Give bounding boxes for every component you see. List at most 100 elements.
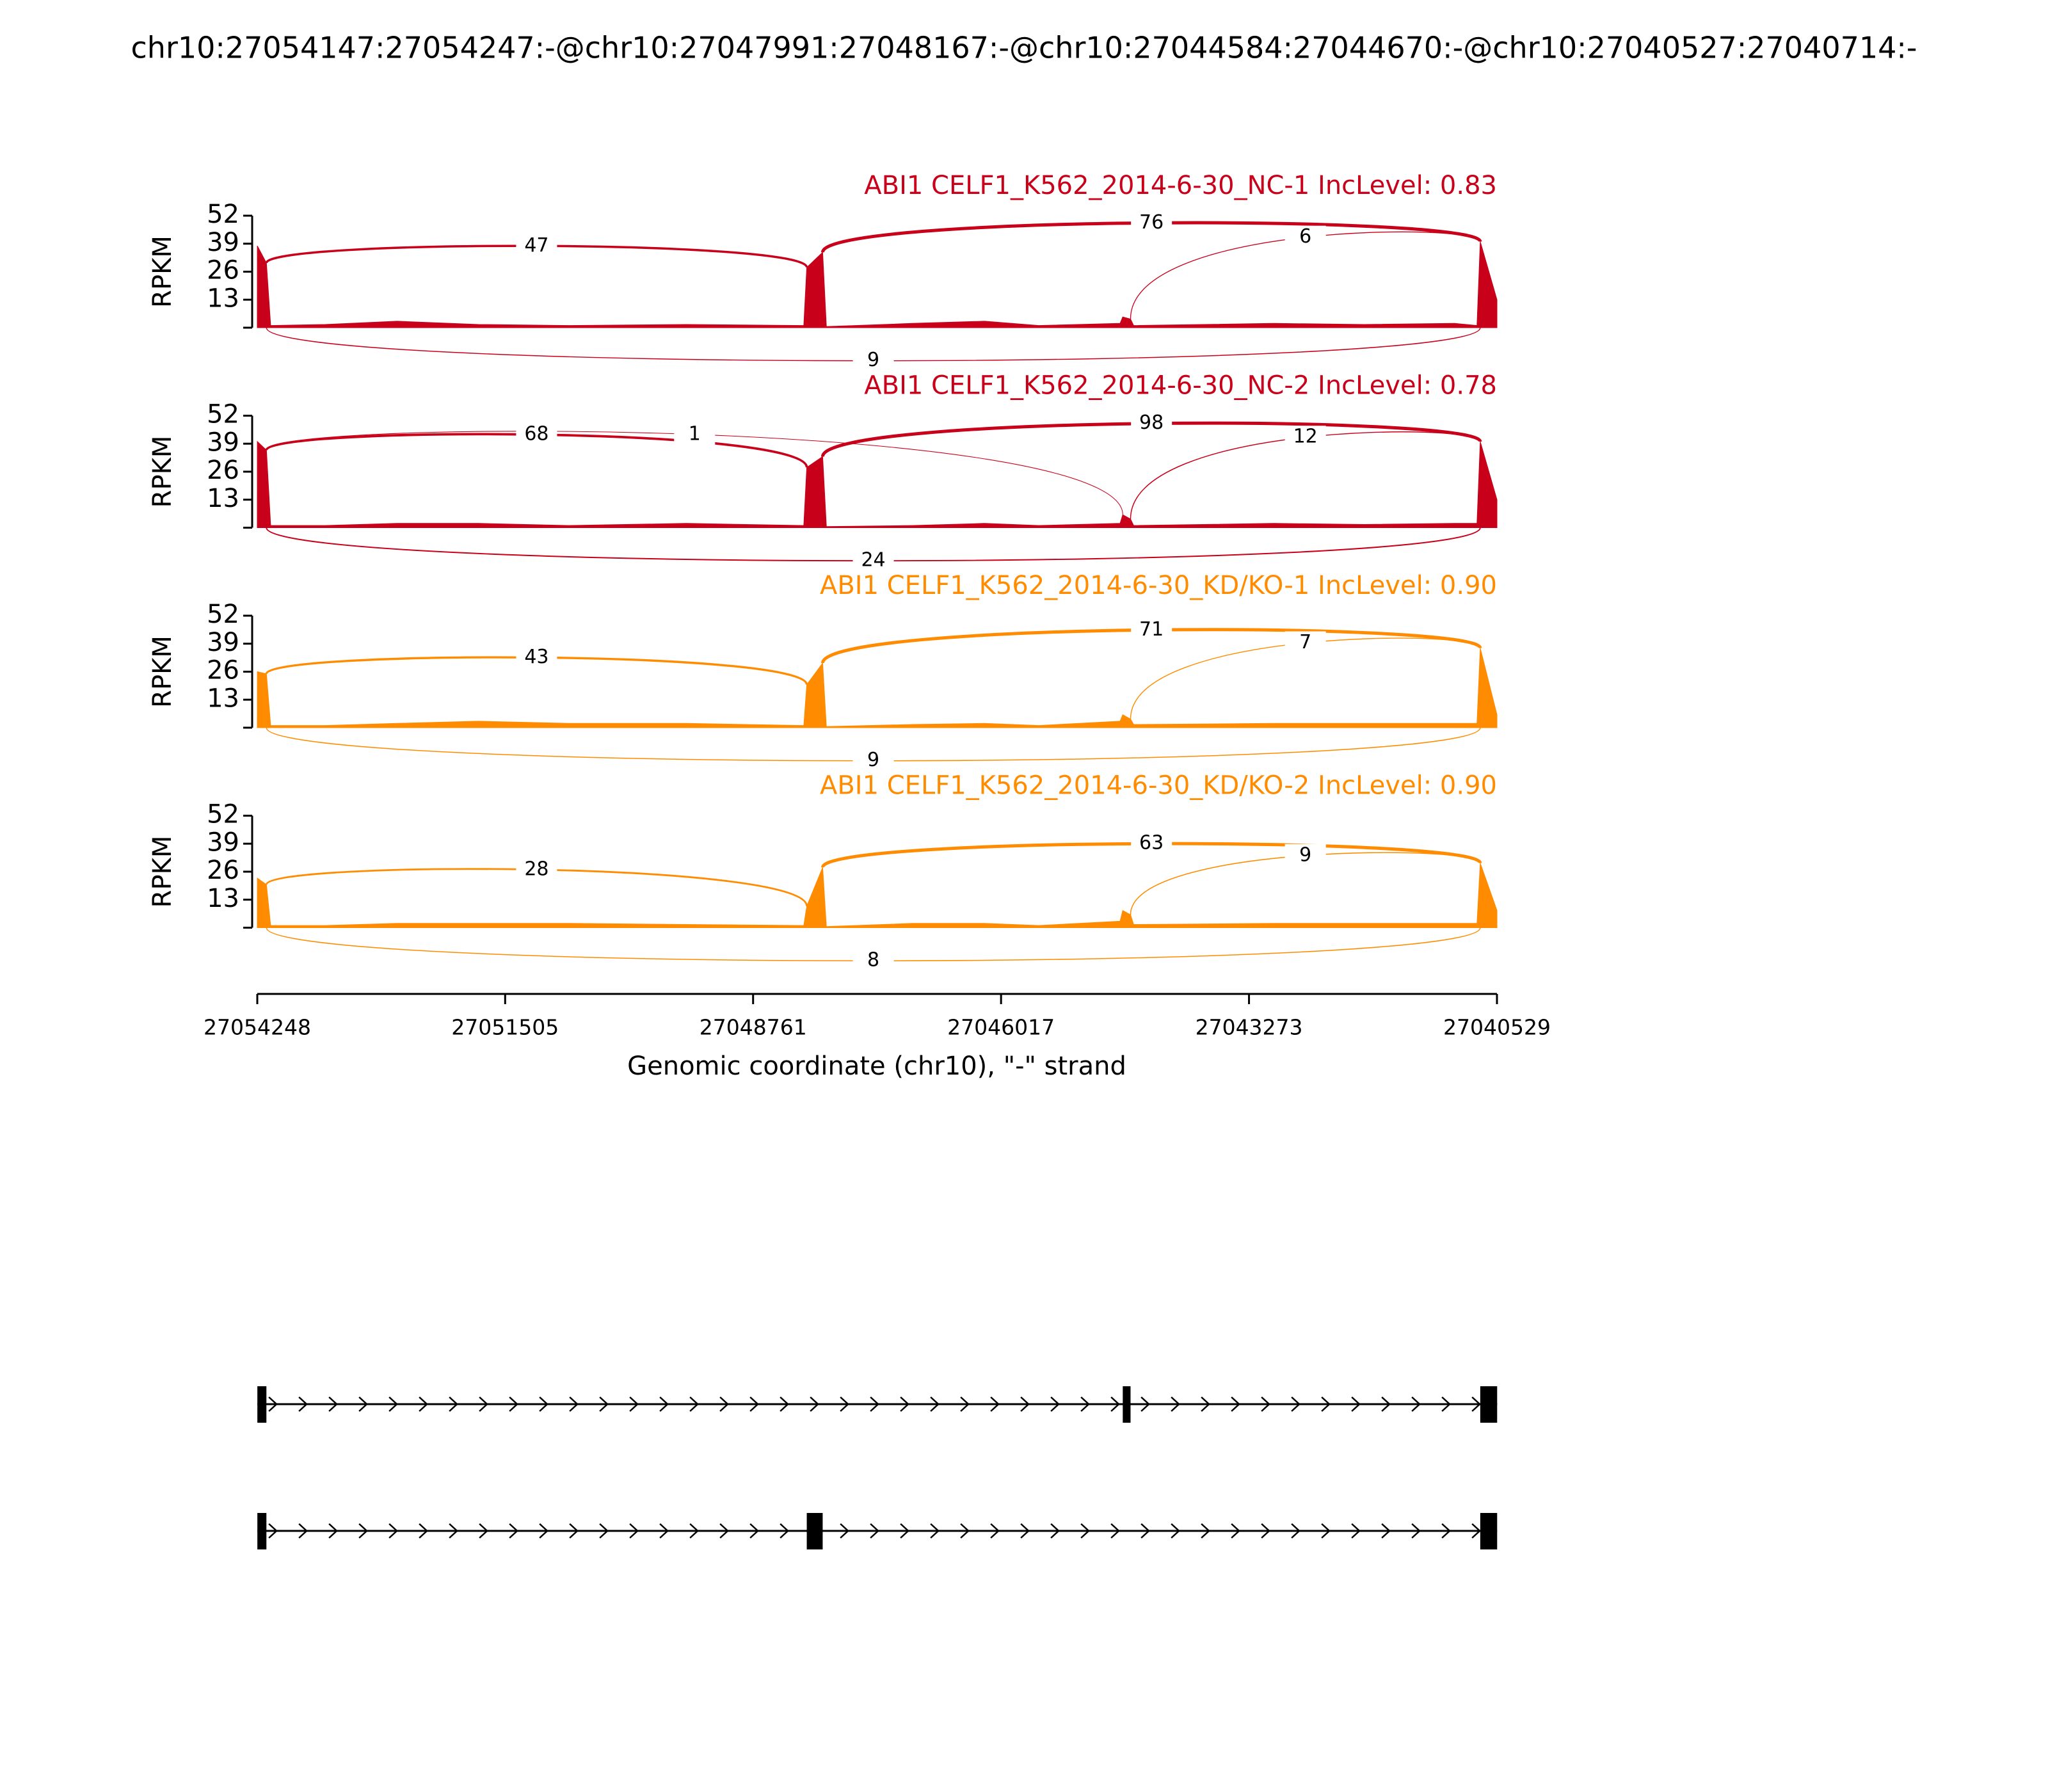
junction-label-bg — [516, 423, 557, 447]
exon — [1123, 1386, 1131, 1423]
strand-chevron — [990, 1523, 1000, 1539]
y-tick-label: 39 — [207, 828, 239, 857]
y-tick-label: 52 — [207, 200, 239, 229]
strand-chevron — [1441, 1396, 1451, 1412]
junction-label-bg — [516, 646, 557, 669]
x-tick-label: 27046017 — [947, 1015, 1055, 1040]
strand-chevron — [599, 1396, 609, 1412]
junction-label: 28 — [524, 858, 548, 880]
coverage — [257, 440, 1498, 528]
junction-label-bg — [1284, 426, 1326, 449]
panel-label: ABI1 CELF1_K562_2014-6-30_KD/KO-2 IncLev… — [820, 771, 1497, 801]
strand-chevron — [328, 1523, 338, 1539]
coverage — [257, 241, 1498, 328]
y-tick-label: 26 — [207, 856, 239, 885]
strand-chevron — [1441, 1523, 1451, 1539]
coverage — [257, 648, 1498, 728]
strand-chevron — [388, 1523, 398, 1539]
y-tick-label: 39 — [207, 228, 239, 257]
y-axis-label: RPKM — [148, 236, 177, 308]
y-tick-label: 39 — [207, 628, 239, 657]
junction-label: 68 — [524, 423, 548, 445]
strand-chevron — [1411, 1396, 1421, 1412]
strand-chevron — [1201, 1523, 1210, 1539]
strand-chevron — [780, 1396, 789, 1412]
panel-label: ABI1 CELF1_K562_2014-6-30_NC-2 IncLevel:… — [864, 371, 1497, 401]
junction-label: 71 — [1139, 618, 1164, 641]
exon — [257, 1386, 267, 1423]
junction-label-bg — [1131, 618, 1172, 642]
strand-chevron — [1080, 1523, 1090, 1539]
strand-chevron — [870, 1523, 879, 1539]
junction-label-bg — [1131, 412, 1172, 435]
strand-chevron — [449, 1396, 458, 1412]
x-tick-label: 27043273 — [1196, 1015, 1303, 1040]
junction-label-bg — [1131, 832, 1172, 856]
junction-label-bg — [1284, 631, 1326, 655]
strand-chevron — [388, 1396, 398, 1412]
strand-chevron — [1020, 1396, 1030, 1412]
strand-chevron — [1171, 1396, 1180, 1412]
junction-label-bg — [852, 749, 894, 772]
junction-label: 9 — [1299, 844, 1311, 866]
junction-label: 63 — [1139, 832, 1164, 854]
strand-chevron — [930, 1523, 940, 1539]
y-tick-label: 13 — [207, 484, 239, 513]
junction-label: 9 — [867, 749, 879, 771]
y-tick-label: 13 — [207, 284, 239, 313]
y-tick-label: 26 — [207, 256, 239, 285]
strand-chevron — [569, 1396, 579, 1412]
junction-label-bg — [1131, 211, 1172, 235]
junction-label: 12 — [1293, 426, 1318, 448]
strand-chevron — [328, 1396, 338, 1412]
strand-chevron — [599, 1523, 609, 1539]
x-tick-label: 27048761 — [700, 1015, 807, 1040]
junction-label: 7 — [1299, 631, 1311, 653]
strand-chevron — [1351, 1523, 1361, 1539]
strand-chevron — [1351, 1396, 1361, 1412]
junction-label: 9 — [867, 349, 879, 371]
strand-chevron — [1140, 1396, 1150, 1412]
strand-chevron — [960, 1396, 970, 1412]
chart-title: chr10:27054147:27054247:-@chr10:27047991… — [131, 31, 1917, 65]
y-tick-label: 39 — [207, 428, 239, 457]
strand-chevron — [449, 1523, 458, 1539]
strand-chevron — [539, 1396, 548, 1412]
junction-label-bg — [1284, 844, 1326, 867]
strand-chevron — [629, 1396, 639, 1412]
panel-label: ABI1 CELF1_K562_2014-6-30_KD/KO-1 IncLev… — [820, 571, 1497, 600]
strand-chevron — [419, 1523, 428, 1539]
y-tick-label: 13 — [207, 884, 239, 913]
strand-chevron — [1291, 1523, 1300, 1539]
strand-chevron — [1321, 1396, 1331, 1412]
junction-label: 76 — [1139, 211, 1164, 234]
strand-chevron — [719, 1396, 729, 1412]
junction-label: 47 — [524, 234, 548, 257]
junction-label-bg — [516, 234, 557, 258]
strand-chevron — [419, 1396, 428, 1412]
junction-label-bg — [674, 422, 716, 446]
strand-chevron — [870, 1396, 879, 1412]
coverage — [257, 863, 1498, 928]
strand-chevron — [1201, 1396, 1210, 1412]
junction-label: 6 — [1299, 225, 1311, 248]
strand-chevron — [1471, 1523, 1481, 1539]
strand-chevron — [1020, 1523, 1030, 1539]
panel-label: ABI1 CELF1_K562_2014-6-30_NC-1 IncLevel:… — [864, 171, 1497, 200]
strand-chevron — [930, 1396, 940, 1412]
junction-label: 98 — [1139, 412, 1164, 434]
strand-chevron — [509, 1396, 518, 1412]
exon — [1480, 1386, 1498, 1423]
y-axis-label: RPKM — [148, 836, 177, 908]
x-tick-label: 27054248 — [204, 1015, 311, 1040]
strand-chevron — [900, 1523, 909, 1539]
strand-chevron — [659, 1396, 669, 1412]
strand-chevron — [1381, 1396, 1391, 1412]
strand-chevron — [1381, 1523, 1391, 1539]
strand-chevron — [900, 1396, 909, 1412]
strand-chevron — [1050, 1523, 1060, 1539]
x-axis-label: Genomic coordinate (chr10), "-" strand — [627, 1052, 1126, 1081]
strand-chevron — [298, 1523, 308, 1539]
